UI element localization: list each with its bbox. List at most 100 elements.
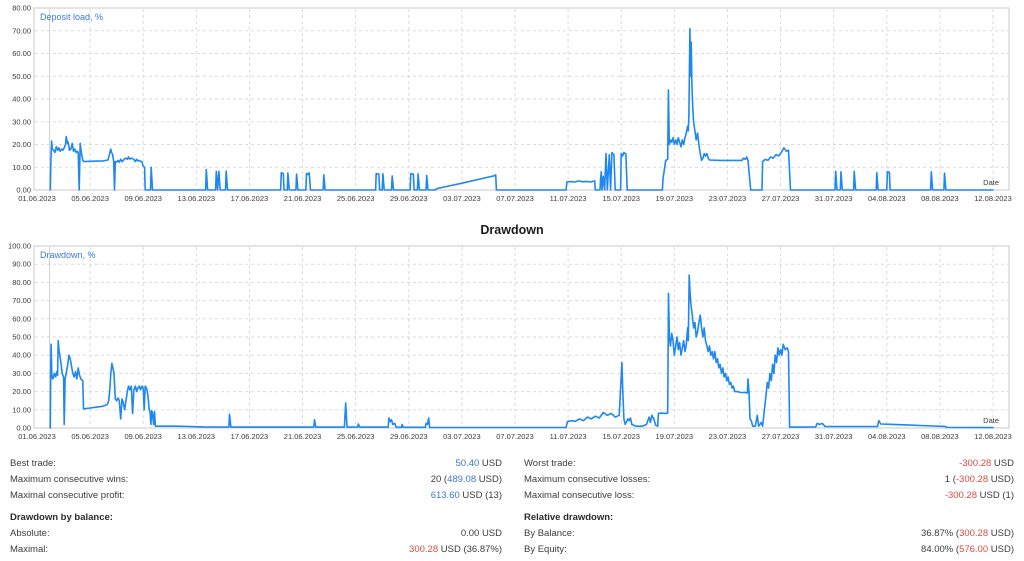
x-axis-tick-label: 09.06.2023 — [124, 194, 162, 203]
stat-value: 36.87% (300.28 USD) — [921, 528, 1014, 539]
stat-value-part: USD — [479, 457, 502, 469]
stat-label: Maximum consecutive wins: — [10, 473, 129, 485]
y-axis-tick-label: 10.00 — [12, 405, 31, 414]
stat-value-part: 300.28 — [959, 527, 989, 539]
stats-row: By Balance: 36.87% (300.28 USD) — [512, 525, 1024, 541]
x-axis-tick-label: 08.08.2023 — [921, 432, 959, 441]
x-axis-tick-label: 15.07.2023 — [602, 194, 640, 203]
y-axis-tick-label: 70.00 — [12, 296, 31, 305]
y-axis-tick-label: 40.00 — [12, 351, 31, 360]
x-axis-tick-label: 15.07.2023 — [602, 432, 640, 441]
y-axis-tick-label: 90.00 — [12, 260, 31, 269]
deposit-load-chart: 0.00 10.00 20.00 30.00 40.00 50.00 60.00 70.00 8… — [12, 4, 1012, 204]
stat-value-part: 300.28 — [409, 543, 439, 555]
stat-value: -300.28 USD (1) — [945, 490, 1014, 501]
x-axis-tick-label: 13.06.2023 — [178, 194, 216, 203]
y-axis-tick-label: 30.00 — [12, 369, 31, 378]
x-axis-tick-label: 04.08.2023 — [868, 432, 906, 441]
stat-label: Maximal consecutive loss: — [524, 489, 635, 501]
y-axis-tick-label: 50.00 — [12, 72, 31, 81]
x-axis-tick-label: 21.06.2023 — [284, 432, 322, 441]
stat-value-part: 576.00 — [959, 543, 989, 555]
y-axis-tick-label: 0.00 — [16, 424, 31, 433]
stats-row: Best trade: 50.40 USD — [0, 455, 512, 471]
stat-value-part: USD) — [988, 543, 1014, 555]
x-axis-tick-label: 12.08.2023 — [974, 432, 1012, 441]
x-axis-tick-label: 19.07.2023 — [656, 432, 694, 441]
y-axis-tick-label: 10.00 — [12, 163, 31, 172]
x-axis-tick-label: 03.07.2023 — [443, 194, 481, 203]
stat-value-part: 36.87% ( — [921, 527, 960, 539]
x-axis-tick-label: 12.08.2023 — [974, 194, 1012, 203]
x-axis-tick-label: 01.06.2023 — [18, 432, 56, 441]
stat-value-part: 84.00% ( — [921, 543, 960, 555]
x-axis-tick-label: 25.06.2023 — [337, 194, 375, 203]
stats-row: By Equity: 84.00% (576.00 USD) — [512, 541, 1024, 557]
deposit-load-series-line — [49, 27, 994, 191]
stats-row: Maximal consecutive profit: 613.60 USD (1… — [0, 487, 512, 503]
stats-row: Worst trade: -300.28 USD — [512, 455, 1024, 471]
y-axis-tick-label: 20.00 — [12, 140, 31, 149]
stat-value: 300.28 USD (36.87%) — [409, 544, 502, 555]
stats-row: Maximal: 300.28 USD (36.87%) — [0, 541, 512, 557]
stat-value-part: 489.08 — [447, 473, 477, 485]
x-axis-tick-label: 27.07.2023 — [762, 194, 800, 203]
stats-row: Absolute: 0.00 USD — [0, 525, 512, 541]
stat-value-part: USD) — [988, 473, 1014, 485]
y-axis-tick-label: 100.00 — [8, 242, 31, 251]
stat-label: Maximal: — [10, 543, 49, 555]
stat-label: Best trade: — [10, 457, 56, 469]
stat-label: Maximum consecutive losses: — [524, 473, 651, 485]
deposit-load-legend-label: Deposit load, % — [40, 12, 103, 22]
x-axis-tick-label: 03.07.2023 — [443, 432, 481, 441]
stat-value-part: 0.00 USD — [460, 527, 502, 539]
stat-value: 50.40 USD — [456, 458, 502, 469]
x-axis-tick-label: 05.06.2023 — [71, 194, 109, 203]
stat-value-part: -300.28 — [955, 473, 989, 485]
stat-value: 20 (489.08 USD) — [431, 474, 502, 485]
y-axis-tick-label: 0.00 — [16, 186, 31, 195]
x-axis-tick-label: 11.07.2023 — [550, 194, 587, 203]
x-axis-tick-label: 21.06.2023 — [284, 194, 322, 203]
stats-left-column: Best trade: 50.40 USD Maximum consecutive … — [0, 455, 512, 557]
x-axis-tick-label: 29.06.2023 — [390, 432, 428, 441]
stats-row: Maximum consecutive losses: 1 (-300.28 US… — [512, 471, 1024, 487]
y-axis-tick-label: 50.00 — [12, 333, 31, 342]
drawdown-legend-label: Drawdown, % — [40, 250, 96, 260]
drawdown-date-axis-label: Date — [983, 416, 999, 425]
stat-value-part: USD (13) — [459, 489, 502, 501]
x-axis-tick-label: 31.07.2023 — [815, 432, 853, 441]
x-axis-tick-label: 01.06.2023 — [18, 194, 56, 203]
stat-value: 1 (-300.28 USD) — [945, 474, 1014, 485]
drawdown-series-line — [49, 274, 994, 429]
stat-value-part: -300.28 — [944, 489, 978, 501]
x-axis-tick-label: 25.06.2023 — [337, 432, 375, 441]
stat-value-part: USD) — [988, 527, 1014, 539]
x-axis-tick-label: 07.07.2023 — [496, 432, 534, 441]
stat-value: 84.00% (576.00 USD) — [921, 544, 1014, 555]
x-axis-tick-label: 27.07.2023 — [762, 432, 800, 441]
y-axis-tick-label: 30.00 — [12, 117, 31, 126]
y-axis-tick-label: 60.00 — [12, 314, 31, 323]
stat-value-part: 613.60 — [430, 489, 460, 501]
x-axis-tick-label: 13.06.2023 — [178, 432, 216, 441]
y-axis-tick-label: 40.00 — [12, 95, 31, 104]
stat-value-part: USD — [991, 457, 1014, 469]
x-axis-tick-label: 19.07.2023 — [656, 194, 694, 203]
y-axis-tick-label: 80.00 — [12, 4, 31, 13]
x-axis-tick-label: 05.06.2023 — [71, 432, 109, 441]
stats-row: Maximum consecutive wins: 20 (489.08 USD) — [0, 471, 512, 487]
stat-label: By Equity: — [524, 543, 567, 555]
drawdown-chart-title: Drawdown — [480, 223, 544, 237]
y-axis-tick-label: 20.00 — [12, 387, 31, 396]
y-axis-tick-label: 70.00 — [12, 26, 31, 35]
stats-row: Drawdown by balance: — [0, 509, 512, 525]
x-axis-tick-label: 07.07.2023 — [496, 194, 534, 203]
drawdown-chart: 0.00 10.00 20.00 30.00 40.00 50.00 60.00 70.00 8… — [8, 242, 1012, 442]
stat-value-part: 1 ( — [944, 473, 956, 485]
x-axis-tick-label: 23.07.2023 — [709, 194, 747, 203]
stat-value-part: USD (36.87%) — [438, 543, 502, 555]
y-axis-tick-label: 60.00 — [12, 49, 31, 58]
x-axis-tick-label: 23.07.2023 — [709, 432, 747, 441]
